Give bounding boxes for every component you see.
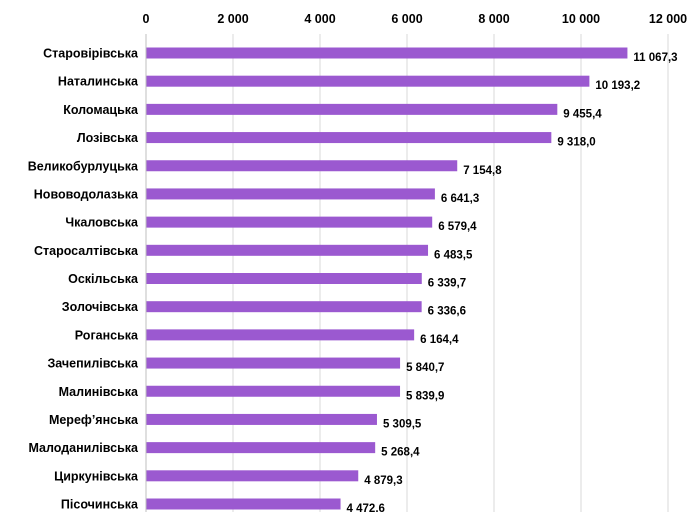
data-label: 10 193,2 — [595, 80, 640, 92]
data-label: 6 579,4 — [438, 221, 477, 233]
bar — [146, 75, 590, 87]
bar — [146, 47, 628, 59]
category-label: Коломацька — [63, 103, 139, 117]
x-tick-label: 0 — [143, 12, 150, 26]
category-label: Роганська — [75, 328, 139, 342]
data-label: 5 268,4 — [381, 447, 420, 459]
category-label: Нововодолазька — [34, 187, 139, 201]
category-label: Зачепилівська — [47, 357, 139, 371]
bar — [146, 273, 422, 284]
bar — [146, 160, 458, 172]
category-label: Малоданилівська — [28, 441, 139, 455]
category-label: Мереф’янська — [49, 413, 139, 427]
data-label: 4 879,3 — [364, 475, 402, 487]
category-label: Малинівська — [59, 385, 139, 399]
data-label: 7 154,8 — [463, 165, 502, 177]
bar — [146, 216, 433, 228]
bar — [146, 301, 422, 313]
x-tick-label: 8 000 — [478, 12, 509, 26]
bar — [146, 329, 415, 341]
data-label: 6 339,7 — [428, 278, 466, 290]
bar — [146, 357, 401, 369]
x-tick-label: 4 000 — [304, 12, 335, 26]
bar — [146, 470, 359, 482]
data-label: 9 318,0 — [557, 137, 595, 149]
data-label: 5 840,7 — [406, 362, 444, 374]
x-tick-label: 12 000 — [649, 12, 687, 26]
data-label: 9 455,4 — [563, 108, 602, 120]
bar — [146, 188, 435, 200]
category-label: Циркунівська — [54, 469, 139, 483]
category-label: Лозівська — [77, 131, 139, 145]
category-label: Великобурлуцька — [28, 159, 139, 173]
data-label: 6 641,3 — [441, 193, 479, 205]
category-label: Наталинська — [58, 75, 139, 89]
data-label: 6 336,6 — [428, 306, 466, 318]
bar — [146, 103, 558, 115]
category-label: Чкаловська — [65, 216, 139, 230]
category-label: Золочівська — [62, 300, 139, 314]
x-tick-label: 2 000 — [217, 12, 248, 26]
bar — [146, 413, 377, 425]
category-label: Пісочинська — [61, 498, 139, 512]
x-tick-label: 10 000 — [562, 12, 600, 26]
category-label: Старосалтівська — [34, 244, 139, 258]
bar — [146, 244, 429, 256]
data-label: 5 309,5 — [383, 418, 422, 430]
data-label: 6 483,5 — [434, 249, 473, 261]
bar — [146, 442, 376, 454]
category-label: Старовірівська — [43, 47, 139, 61]
bar — [146, 132, 552, 144]
bar — [146, 385, 401, 397]
category-label: Оскільська — [68, 272, 139, 286]
data-label: 6 164,4 — [420, 334, 459, 346]
bar — [146, 498, 341, 510]
x-tick-label: 6 000 — [391, 12, 422, 26]
data-label: 5 839,9 — [406, 390, 444, 402]
data-label: 4 472,6 — [347, 503, 385, 512]
data-label: 11 067,3 — [633, 52, 677, 64]
